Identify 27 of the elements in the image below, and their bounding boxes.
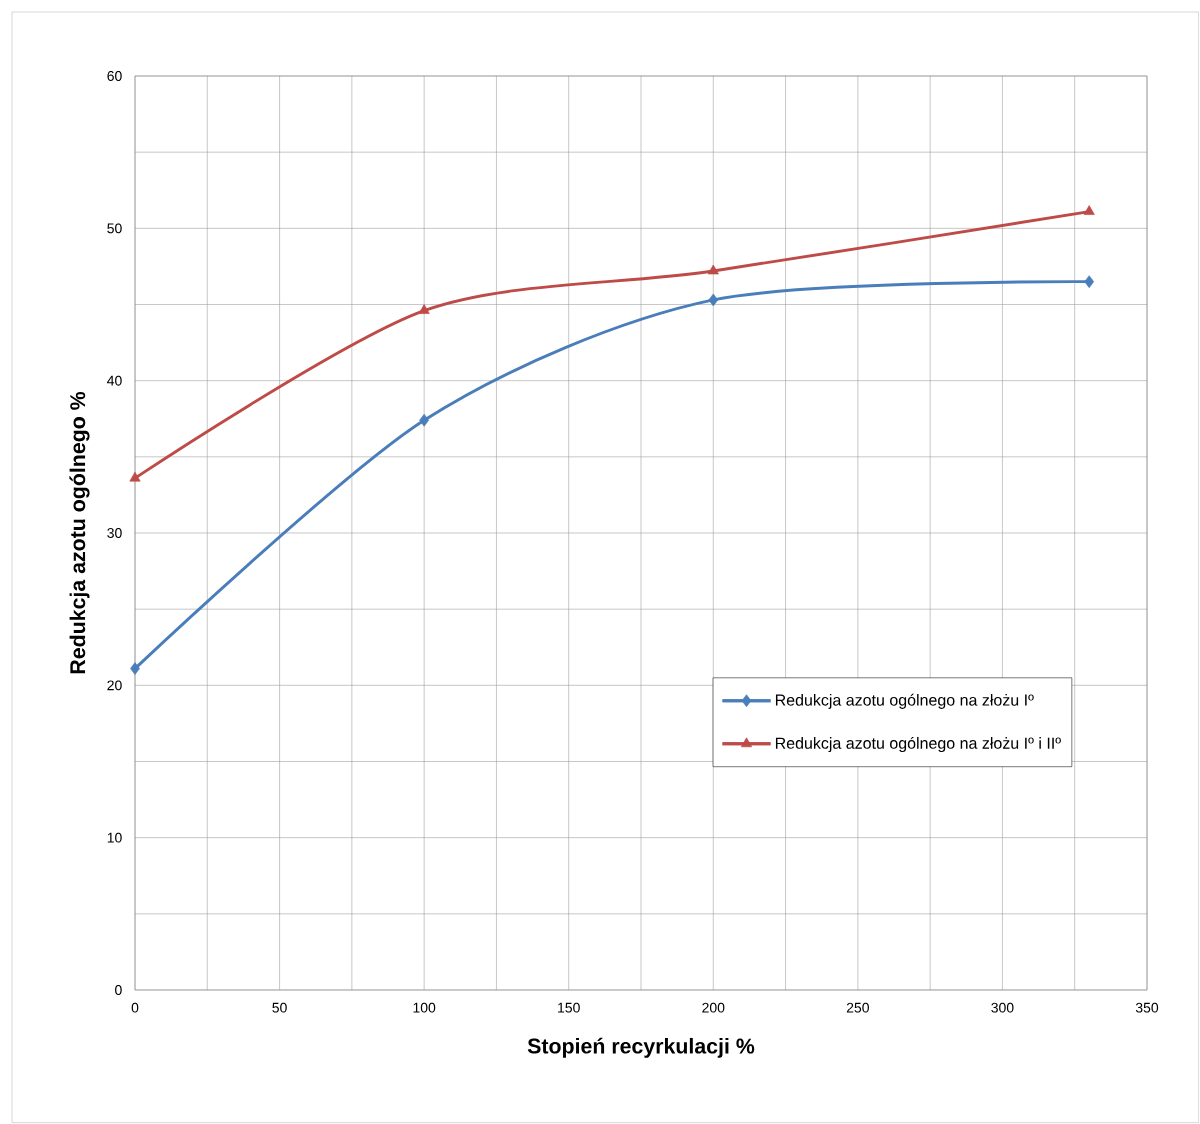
y-axis-title: Redukcja azotu ogólnego % [69,391,90,674]
legend-label: Redukcja azotu ogólnego na złożu Iº [775,693,1034,709]
x-tick-label: 300 [991,1002,1014,1013]
point [707,264,719,275]
x-tick-label: 350 [1135,1002,1159,1013]
point [708,293,719,307]
x-tick-label: 50 [272,1002,287,1013]
point [419,413,429,427]
x-tick-label: 250 [846,1002,869,1013]
point [1083,205,1095,215]
x-tick-label: 0 [131,1002,139,1013]
point [1084,275,1095,288]
x-tick-label: 200 [702,1002,725,1013]
point [130,662,140,675]
y-tick-label: 60 [107,71,122,81]
point [129,471,141,482]
y-tick-label: 40 [107,375,122,386]
point [418,304,430,314]
y-tick-label: 30 [107,528,122,538]
y-tick-label: 50 [107,223,122,234]
x-axis-title: Stopień recyrkulacji % [527,1037,755,1058]
x-tick-label: 150 [558,1002,580,1013]
y-tick-label: 0 [115,985,122,995]
y-tick-label: 10 [107,832,122,843]
x-tick-label: 100 [413,1002,436,1013]
y-tick-label: 20 [107,680,122,691]
legend-label: Redukcja azotu ogólnego na złożu Iº i IIº [775,736,1061,753]
